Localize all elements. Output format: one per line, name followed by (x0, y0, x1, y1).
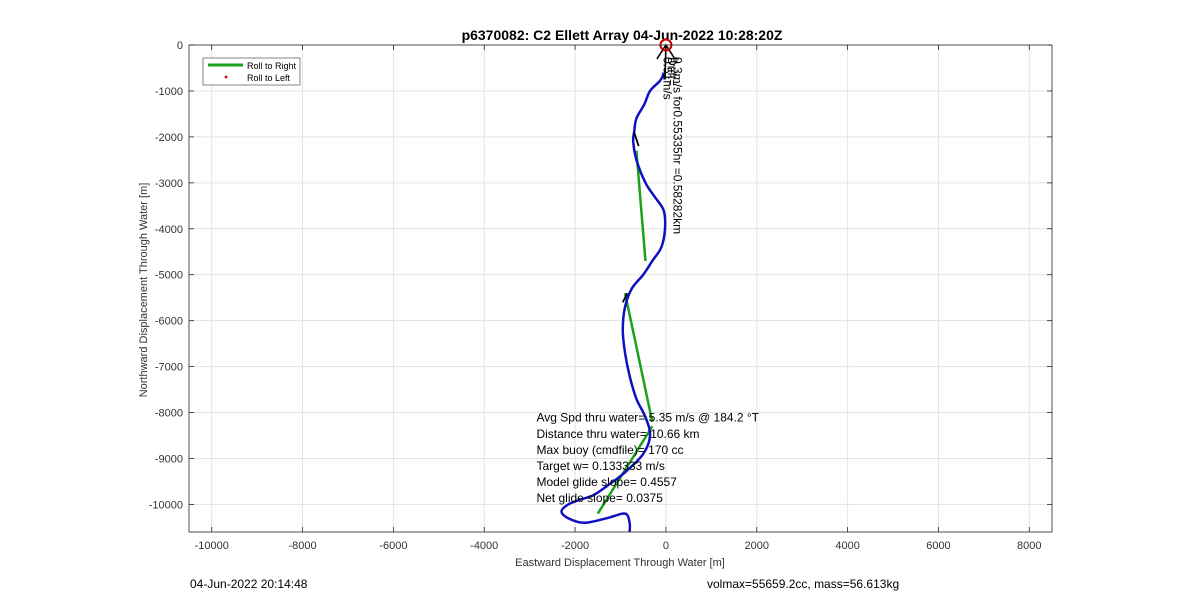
dive-track-line (560, 72, 667, 533)
drift-annotation: 0.3m/s for0.55335hr =0.58282km (670, 57, 684, 234)
stats-annotation: Target w= 0.133333 m/s (536, 459, 664, 473)
x-axis-label: Eastward Displacement Through Water [m] (515, 557, 725, 569)
stats-annotation: Avg Spd thru water= 5.35 m/s @ 184.2 °T (536, 411, 759, 425)
drift-annotation: 0.51m/s (660, 57, 674, 100)
footer-timestamp: 04-Jun-2022 20:14:48 (190, 577, 308, 591)
y-tick-label: -1000 (155, 86, 183, 98)
legend-roll-left-swatch (224, 75, 228, 79)
legend-roll-right-label: Roll to Right (247, 61, 297, 71)
chart-title: p6370082: C2 Ellett Array 04-Jun-2022 10… (462, 27, 783, 43)
x-tick-label: 0 (663, 540, 669, 552)
black-segment (633, 132, 640, 147)
x-tick-label: 2000 (745, 540, 769, 552)
x-tick-label: -8000 (288, 540, 316, 552)
legend-roll-left-label: Roll to Left (247, 73, 291, 83)
y-tick-label: -6000 (155, 316, 183, 328)
series-layer (560, 38, 676, 533)
y-tick-label: -8000 (155, 408, 183, 420)
x-tick-label: -2000 (561, 540, 589, 552)
y-tick-label: -10000 (149, 499, 183, 511)
roll-right-segment (623, 292, 654, 422)
x-tick-label: 8000 (1017, 540, 1041, 552)
y-tick-label: -5000 (155, 270, 183, 282)
stats-annotation: Net glide slope= 0.0375 (536, 491, 663, 505)
stats-annotation: Distance thru water= 10.66 km (536, 427, 699, 441)
x-tick-label: 6000 (926, 540, 950, 552)
x-axis-ticks: -10000 -8000 -6000 -4000 -2000 0 2000 4000 6000 8… (195, 45, 1042, 552)
y-tick-label: -3000 (155, 178, 183, 190)
drift-annotation: ft (667, 57, 681, 64)
legend-box (202, 57, 301, 86)
x-tick-label: 4000 (835, 540, 859, 552)
roll-right-segment (596, 425, 654, 515)
x-tick-label: -6000 (379, 540, 407, 552)
x-tick-label: -4000 (470, 540, 498, 552)
y-tick-label: 0 (177, 40, 183, 52)
y-tick-label: -9000 (155, 453, 183, 465)
legend: Roll to Right Roll to Left (202, 57, 301, 86)
grid-lines (189, 44, 1052, 532)
y-tick-label: -4000 (155, 224, 183, 236)
black-segment (621, 292, 629, 303)
roll-right-segment (635, 150, 647, 262)
y-axis-label: Northward Displacement Through Water [m] (138, 183, 150, 398)
plot-area (189, 45, 1052, 532)
stats-annotations: Avg Spd thru water= 5.35 m/s @ 184.2 °T D… (536, 411, 759, 505)
stats-annotation: Max buoy (cmdfile)= 170 cc (536, 443, 683, 457)
y-tick-label: -7000 (155, 362, 183, 374)
drift-annotation: Drift= (665, 57, 679, 86)
footer-mass-info: volmax=55659.2cc, mass=56.613kg (707, 577, 900, 591)
y-axis-ticks: 0 -1000 -2000 -3000 -4000 -5000 -6000 -7000 -800… (149, 40, 1052, 511)
x-tick-label: -10000 (195, 540, 229, 552)
y-tick-label: -2000 (155, 132, 183, 144)
stats-annotation: Model glide slope= 0.4557 (536, 475, 677, 489)
plot-frame (188, 44, 1053, 533)
